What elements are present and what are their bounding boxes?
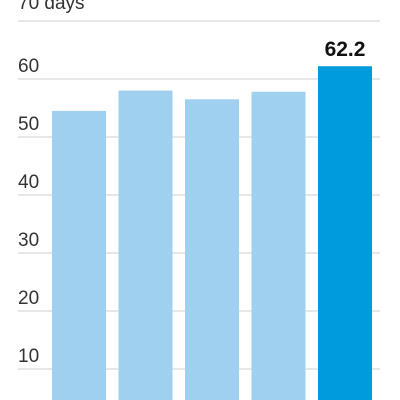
y-axis-top-tick-label: 70 days: [18, 0, 85, 14]
y-tick-label: 10: [18, 346, 39, 367]
bars: [52, 66, 372, 400]
y-tick-label: 30: [18, 230, 39, 251]
y-tick-label: 50: [18, 114, 39, 135]
bar: [52, 110, 106, 400]
highlight-value-label: 62.2: [325, 38, 366, 61]
bar: [118, 90, 173, 400]
bar: [251, 91, 306, 400]
y-tick-label: 60: [18, 56, 39, 77]
y-tick-label: 40: [18, 172, 39, 193]
y-tick-label: 20: [18, 288, 39, 309]
y-tick-labels: 10 20 30 40 50 60: [18, 56, 39, 367]
bar-highlight: [318, 66, 372, 400]
bar: [185, 99, 239, 400]
